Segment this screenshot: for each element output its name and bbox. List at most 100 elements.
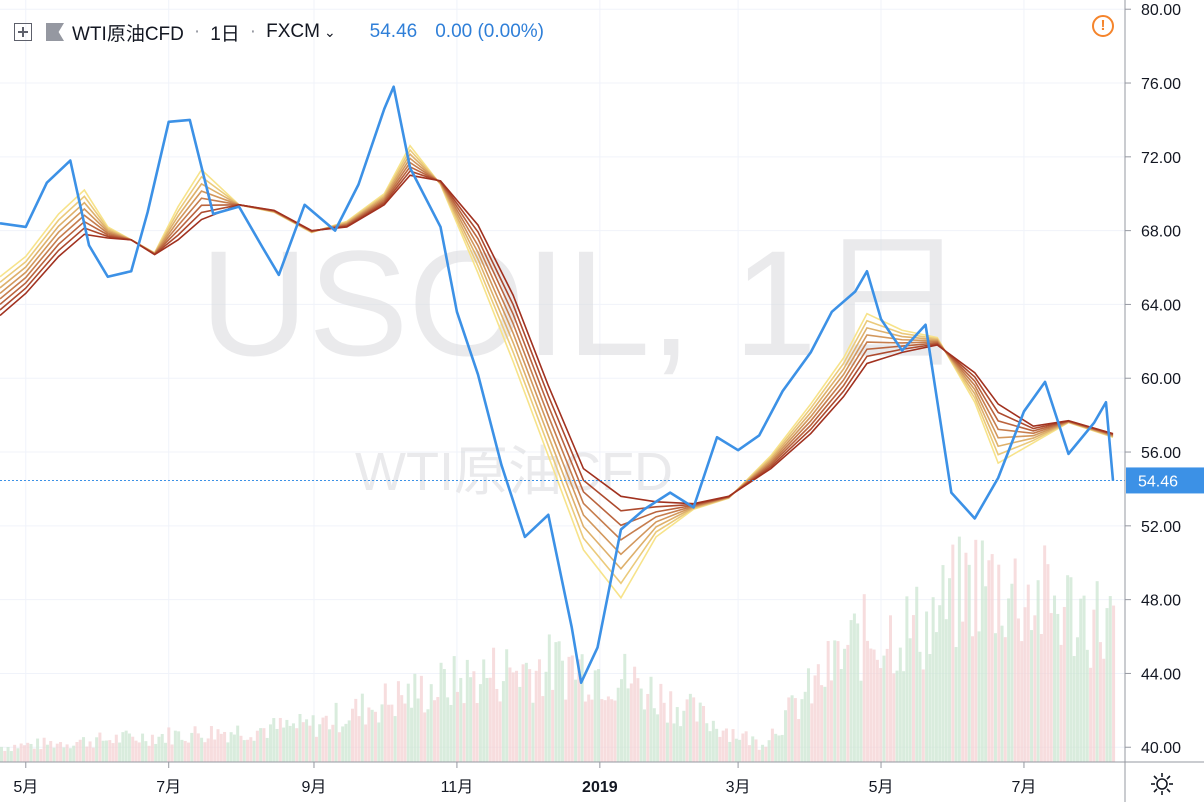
separator-dot: · xyxy=(193,21,201,42)
volume-bar xyxy=(3,750,7,762)
y-tick-label: 44.00 xyxy=(1141,666,1181,683)
volume-bar xyxy=(806,668,810,762)
volume-bar xyxy=(190,732,194,762)
symbol-title[interactable]: WTI原油CFD xyxy=(72,23,184,45)
volume-bar xyxy=(810,703,814,762)
flag-icon[interactable] xyxy=(46,23,64,41)
volume-bar xyxy=(938,605,942,762)
volume-bar xyxy=(583,701,587,762)
volume-bar xyxy=(472,671,476,762)
volume-bar xyxy=(383,683,387,762)
volume-bar xyxy=(482,659,486,762)
volume-bar xyxy=(0,746,3,762)
volume-bar xyxy=(59,742,63,762)
chevron-down-icon[interactable]: ⌄ xyxy=(323,23,336,40)
warning-icon[interactable]: ! xyxy=(1092,15,1114,37)
interval-label[interactable]: 1日 xyxy=(210,23,240,45)
volume-bar xyxy=(734,738,738,762)
y-tick-label: 80.00 xyxy=(1141,2,1181,19)
volume-bar xyxy=(157,736,161,762)
volume-bar xyxy=(849,620,853,762)
volume-bar xyxy=(990,554,994,762)
volume-bar xyxy=(380,704,384,762)
y-tick-label: 56.00 xyxy=(1141,445,1181,462)
volume-bar xyxy=(682,710,686,762)
y-tick-label: 64.00 xyxy=(1141,297,1181,314)
volume-bar xyxy=(314,736,318,762)
volume-bar xyxy=(728,741,732,762)
volume-bar xyxy=(948,578,952,762)
volume-bar xyxy=(518,686,522,762)
volume-bar xyxy=(265,737,269,762)
volume-bar xyxy=(1085,649,1089,762)
y-tick-label: 68.00 xyxy=(1141,224,1181,241)
volume-bar xyxy=(331,724,335,762)
volume-bar xyxy=(209,726,213,762)
volume-bar xyxy=(757,749,761,762)
ma-ribbon xyxy=(0,144,1114,600)
price-change: 0.00 (0.00%) xyxy=(435,21,545,42)
volume-bar xyxy=(767,740,771,762)
volume-bar xyxy=(203,742,207,762)
volume-bar xyxy=(141,733,145,762)
y-tick-label: 72.00 xyxy=(1141,150,1181,167)
volume-bar xyxy=(347,720,351,762)
volume-bar xyxy=(790,695,794,762)
volume-bar xyxy=(282,727,286,762)
y-tick-label: 48.00 xyxy=(1141,593,1181,610)
volume-bar xyxy=(255,730,259,762)
volume-bar xyxy=(1046,564,1050,762)
volume-bar xyxy=(45,744,49,762)
volume-bar xyxy=(1069,577,1073,762)
volume-bar xyxy=(1013,558,1017,762)
volume-bar xyxy=(1059,644,1063,762)
volume-bar xyxy=(337,732,341,762)
volume-bar xyxy=(744,731,748,762)
volume-bar xyxy=(82,737,86,762)
volume-bar xyxy=(1053,595,1057,762)
volume-bar xyxy=(196,733,200,762)
volume-bar xyxy=(1036,580,1040,762)
volume-bar xyxy=(649,676,653,762)
volume-bar xyxy=(997,564,1001,762)
volume-bar xyxy=(121,732,125,762)
volume-bar xyxy=(127,733,131,762)
volume-bar xyxy=(393,716,397,762)
volume-bar xyxy=(301,722,305,762)
volume-bar xyxy=(416,698,420,762)
chart-header: WTI原油CFD · 1日 · FXCM ⌄ 54.46 0.00 (0.00%… xyxy=(8,14,544,50)
volume-bar xyxy=(1108,596,1112,762)
volume-bar xyxy=(619,679,623,762)
volume-bar xyxy=(134,740,138,762)
gear-icon[interactable] xyxy=(1150,772,1174,796)
volume-bar xyxy=(114,734,118,762)
volume-bar xyxy=(275,728,279,762)
volume-bar xyxy=(869,648,873,762)
volume-bar xyxy=(741,733,745,762)
volume-bar xyxy=(1095,581,1099,762)
volume-bar xyxy=(1082,595,1086,762)
volume-bar xyxy=(587,694,591,762)
volume-bar xyxy=(324,715,328,762)
volume-bar xyxy=(918,651,922,762)
volume-bar xyxy=(118,742,122,762)
price-line xyxy=(0,85,1115,684)
volume-bar xyxy=(423,712,427,762)
volume-bar xyxy=(124,730,128,762)
volume-bar xyxy=(1105,608,1109,762)
exchange-label[interactable]: FXCM xyxy=(266,21,320,42)
volume-bar xyxy=(387,704,391,762)
volume-bar xyxy=(131,736,135,762)
volume-bar xyxy=(26,742,30,762)
x-tick-label: 5月 xyxy=(869,779,894,796)
volume-bar xyxy=(987,560,991,762)
plus-square-icon[interactable] xyxy=(14,23,32,41)
volume-bar xyxy=(291,723,295,762)
volume-bar xyxy=(574,679,578,762)
volume-bar xyxy=(534,670,538,762)
x-tick-label: 3月 xyxy=(726,779,751,796)
volume-bar xyxy=(731,729,735,762)
volume-bar xyxy=(770,728,774,762)
volume-bar xyxy=(639,688,643,762)
